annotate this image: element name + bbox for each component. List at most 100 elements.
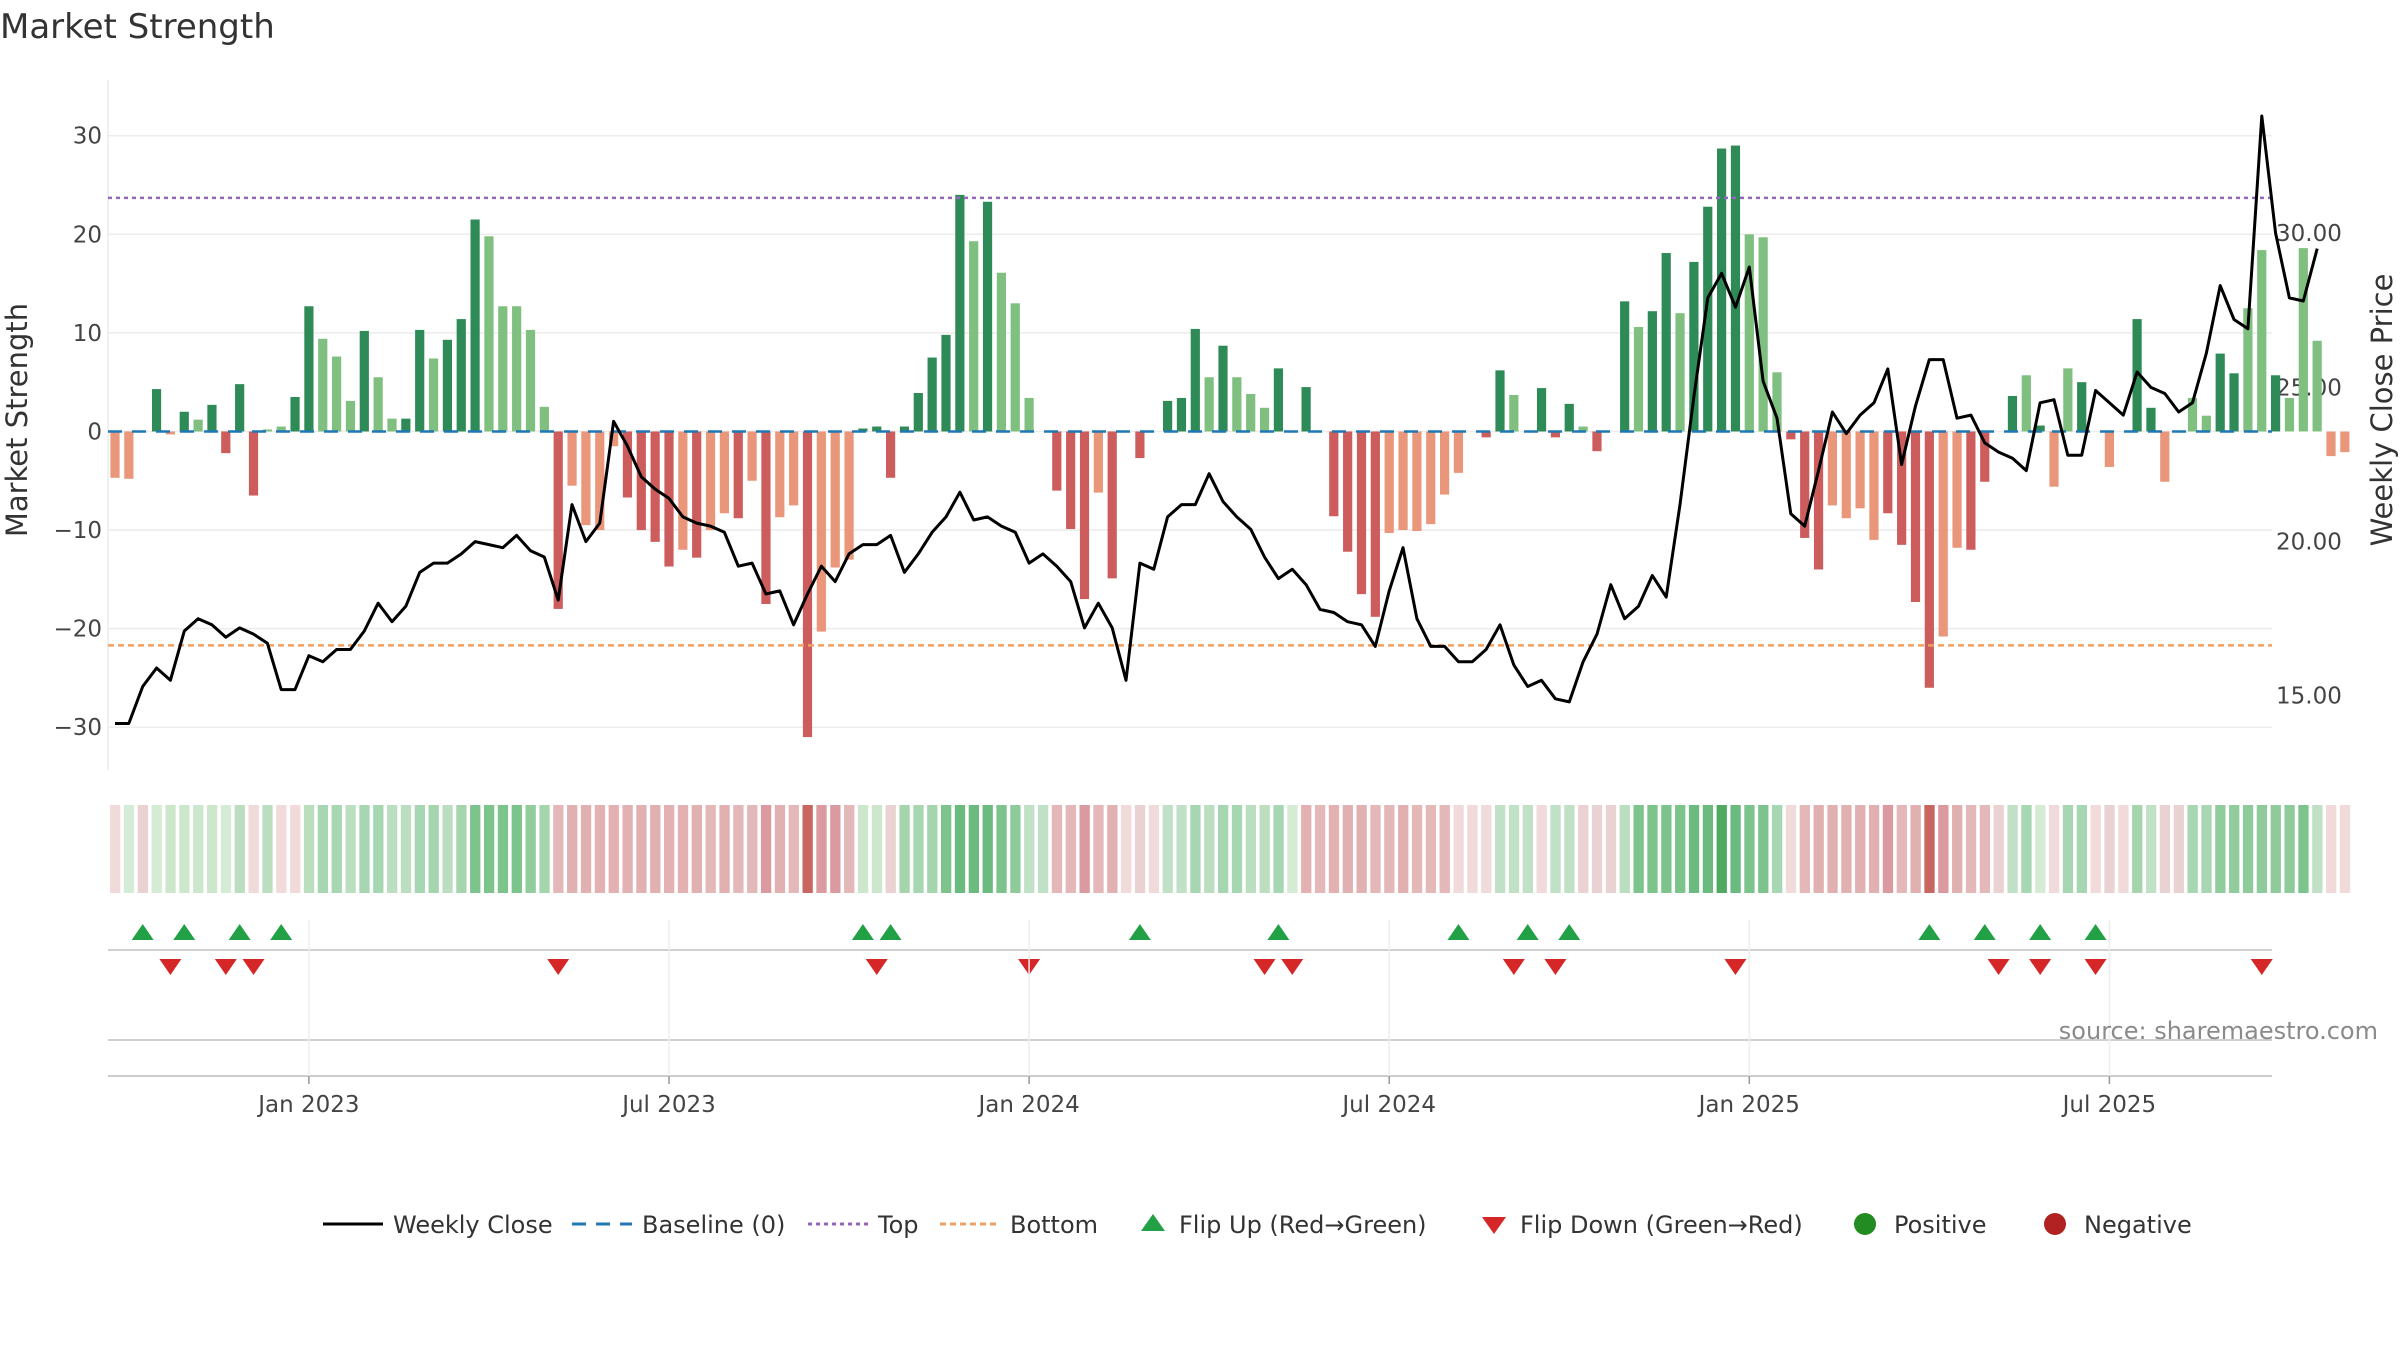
strength-bar xyxy=(1426,431,1436,525)
strength-bar xyxy=(2160,431,2170,482)
strip-cell xyxy=(664,805,675,893)
strength-bar xyxy=(955,194,965,432)
strip-cell xyxy=(1605,805,1617,893)
strip-cell xyxy=(1439,805,1450,893)
strip-cell xyxy=(2021,805,2032,893)
strip-cell xyxy=(1328,805,1340,893)
strength-bar xyxy=(1135,431,1145,459)
strip-cell xyxy=(982,805,993,893)
y-right-tick-label: 15.00 xyxy=(2276,684,2342,710)
strength-bar xyxy=(110,431,120,478)
strength-bar xyxy=(747,431,757,481)
x-tick-label: Jul 2024 xyxy=(1340,1092,1436,1118)
y-right-tick-label: 20.00 xyxy=(2276,530,2342,556)
strip-cell xyxy=(1204,805,1215,893)
strength-bar xyxy=(525,329,536,432)
strip-cell xyxy=(954,805,966,893)
strip-cell xyxy=(345,805,356,893)
strip-cell xyxy=(1938,805,1949,893)
strip-cell xyxy=(2242,805,2254,893)
strip-cell xyxy=(1758,805,1769,893)
strength-bar xyxy=(1744,234,1754,432)
strip-cell xyxy=(1245,805,1256,893)
strip-cell xyxy=(871,805,883,893)
strip-cell xyxy=(1162,805,1173,893)
strip-cell xyxy=(691,805,702,893)
strength-bar xyxy=(899,426,910,432)
strip-cell xyxy=(650,805,661,893)
flip-up-marker xyxy=(1558,924,1581,940)
strength-bar xyxy=(844,431,854,560)
strip-cell xyxy=(1425,805,1437,893)
y-left-tick-label: 0 xyxy=(87,419,102,445)
strength-bar xyxy=(1010,303,1020,432)
x-tick-label: Jan 2024 xyxy=(976,1092,1079,1118)
strength-bar xyxy=(442,339,452,432)
strength-bar xyxy=(1952,431,1962,548)
strength-bars xyxy=(110,145,2350,738)
strength-bar xyxy=(830,431,840,568)
strip-cell xyxy=(774,805,786,893)
strength-bar xyxy=(1218,345,1228,432)
flip-down-marker xyxy=(1724,959,1747,975)
strip-cell xyxy=(1910,805,1921,893)
strength-bar xyxy=(276,426,286,432)
legend-label: Weekly Close xyxy=(393,1211,553,1239)
strip-cell xyxy=(1827,805,1838,893)
strip-cell xyxy=(2159,805,2171,893)
strip-cell xyxy=(1772,805,1783,893)
strength-bar xyxy=(415,329,425,432)
flip-up-marker xyxy=(131,924,154,940)
reference-lines xyxy=(108,196,2272,647)
strip-cell xyxy=(1578,805,1589,893)
strip-cell xyxy=(1591,805,1603,893)
strip-cell xyxy=(1675,805,1686,893)
chart-title: Market Strength xyxy=(0,7,275,47)
strip-cell xyxy=(567,805,578,893)
strip-cell xyxy=(220,805,232,893)
strip-cell xyxy=(1121,805,1132,893)
legend-label: Flip Up (Red→Green) xyxy=(1179,1211,1427,1239)
strength-bar xyxy=(1398,431,1408,531)
flip-down-marker xyxy=(2084,959,2107,975)
legend-label: Negative xyxy=(2084,1211,2192,1239)
strength-bar xyxy=(1329,431,1339,517)
flip-up-marker xyxy=(1267,924,1290,940)
strip-cell xyxy=(1979,805,1991,893)
strength-bar xyxy=(886,431,896,478)
strip-cell xyxy=(816,805,827,893)
strip-cell xyxy=(1037,805,1049,893)
flip-down-marker xyxy=(1253,959,1276,975)
strength-bar xyxy=(124,431,134,479)
strip-cell xyxy=(400,805,412,893)
strip-cell xyxy=(456,805,467,893)
y-left-tick-label: −30 xyxy=(53,715,102,741)
strength-bar xyxy=(2284,397,2295,432)
strength-bar xyxy=(941,334,951,432)
strip-cell xyxy=(927,805,938,893)
strength-bar xyxy=(1966,431,1976,550)
strip-cell xyxy=(2298,805,2309,893)
strip-cell xyxy=(1896,805,1907,893)
strip-cell xyxy=(317,805,329,893)
strip-cell xyxy=(1314,805,1326,893)
strength-bar xyxy=(165,431,175,435)
strength-bar xyxy=(1827,431,1837,506)
source-label: source: sharemaestro.com xyxy=(2059,1017,2378,1045)
strength-bar xyxy=(2077,382,2087,432)
flip-down-marker xyxy=(214,959,237,975)
flip-down-marker xyxy=(1502,959,1525,975)
strength-bar xyxy=(1370,431,1380,617)
flip-down-marker xyxy=(1281,959,1304,975)
strength-bar xyxy=(1079,431,1090,600)
strip-cell xyxy=(1508,805,1520,893)
legend-swatch-positive xyxy=(1854,1213,1876,1235)
strip-cell xyxy=(1079,805,1090,893)
strength-bar xyxy=(179,411,189,432)
strip-cell xyxy=(941,805,952,893)
strip-cell xyxy=(1785,805,1797,893)
strip-cell xyxy=(1190,805,1201,893)
strength-bar xyxy=(1024,397,1034,432)
strip-cell xyxy=(2256,805,2268,893)
strength-bar xyxy=(1564,403,1574,432)
